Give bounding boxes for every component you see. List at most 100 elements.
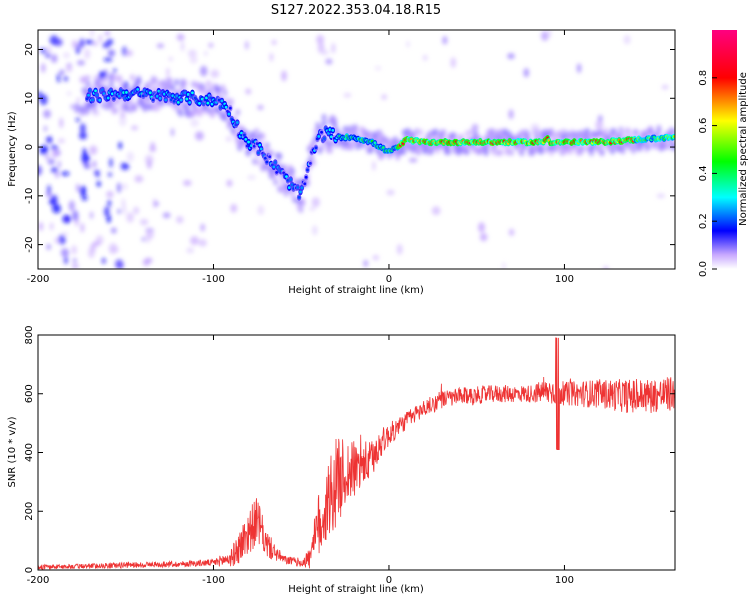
heatmap-cell — [396, 244, 403, 255]
heatmap-cell — [257, 104, 264, 110]
heatmap-cell — [77, 60, 85, 66]
heatmap-cell — [106, 191, 114, 198]
heatmap-cell — [597, 129, 603, 137]
heatmap-cell — [289, 178, 293, 181]
heatmap-cell — [155, 94, 159, 98]
heatmap-cell — [169, 98, 173, 102]
heatmap-cell — [216, 86, 222, 94]
heatmap-cell — [66, 91, 72, 96]
colorbar-tick-label: 0.6 — [698, 118, 709, 134]
heatmap-cell — [308, 206, 316, 211]
heatmap-cell — [158, 96, 162, 100]
x-tick-label: -100 — [202, 274, 225, 285]
heatmap-cell — [259, 147, 263, 151]
snr-panel: -200 -100 0 100 0 200 400 600 800 Height of str… — [7, 325, 676, 595]
heatmap-cell — [235, 108, 241, 116]
colorbar: 0.0 0.2 0.4 0.6 0.8 Normalized spectral ampl… — [698, 30, 749, 277]
heatmap-cell — [199, 65, 208, 77]
heatmap-cell — [327, 146, 333, 154]
heatmap-cell — [72, 258, 77, 263]
heatmap-cell — [195, 131, 204, 141]
heatmap-cell — [121, 183, 128, 190]
heatmap-cell — [308, 161, 312, 165]
heatmap-cell — [153, 77, 159, 85]
heatmap-cell — [43, 109, 51, 119]
heatmap-cell — [572, 131, 578, 139]
heatmap-cell — [185, 97, 189, 101]
heatmap-cell — [72, 210, 79, 222]
heatmap-cell — [116, 262, 124, 269]
spectrogram-frame — [37, 29, 676, 270]
y-tick-label: 600 — [24, 384, 35, 403]
heatmap-cell — [445, 148, 451, 156]
heatmap-cell — [208, 42, 214, 48]
heatmap-cell — [50, 54, 58, 63]
heatmap-cell — [230, 203, 238, 213]
heatmap-cell — [353, 127, 359, 135]
heatmap-cell — [631, 147, 637, 155]
heatmap-cell — [372, 160, 376, 171]
heatmap-cell — [320, 49, 329, 56]
heatmap-cell — [58, 234, 66, 245]
heatmap-cell — [106, 38, 114, 45]
heatmap-cell — [588, 149, 594, 157]
heatmap-cell — [87, 93, 90, 97]
heatmap-cell — [81, 195, 88, 201]
heatmap-cell — [296, 185, 300, 189]
heatmap-cell — [367, 146, 373, 154]
heatmap-cell — [134, 175, 144, 183]
heatmap-cell — [272, 165, 276, 169]
heatmap-cell — [498, 128, 504, 136]
heatmap-cell — [626, 128, 632, 136]
heatmap-cell — [228, 98, 234, 106]
heatmap-cell — [222, 89, 228, 97]
heatmap-cell — [74, 102, 80, 114]
heatmap-cell — [63, 52, 70, 59]
heatmap-cell — [431, 206, 441, 216]
heatmap-cell — [92, 106, 98, 114]
heatmap-cell — [408, 157, 418, 163]
heatmap-cell — [363, 259, 369, 268]
heatmap-cell — [75, 117, 80, 122]
heatmap-cell — [257, 151, 260, 155]
heatmap-cell — [71, 263, 79, 269]
heatmap-cell — [70, 104, 74, 110]
heatmap-cell — [46, 244, 51, 250]
heatmap-cell — [119, 115, 127, 127]
spectrogram-x-label: Height of straight line (km) — [288, 285, 424, 296]
heatmap-cell — [101, 76, 109, 84]
heatmap-cell — [478, 222, 485, 233]
heatmap-cell — [210, 69, 220, 78]
heatmap-cell — [104, 31, 111, 36]
heatmap-cell — [275, 170, 279, 174]
heatmap-cell — [367, 130, 373, 138]
heatmap-cell — [52, 203, 61, 214]
heatmap-cell — [57, 160, 61, 169]
heatmap-cell — [281, 70, 287, 82]
heatmap-cell — [117, 208, 121, 214]
heatmap-cell — [129, 74, 135, 82]
heatmap-cell — [104, 206, 110, 217]
heatmap-cell — [551, 132, 557, 140]
heatmap-cell — [190, 236, 199, 246]
heatmap-cell — [582, 144, 588, 152]
heatmap-cell — [92, 160, 97, 169]
heatmap-cell — [317, 134, 321, 138]
heatmap-cell — [76, 97, 81, 103]
heatmap-cell — [320, 130, 323, 134]
heatmap-cell — [79, 132, 87, 140]
heatmap-cell — [547, 30, 552, 38]
heatmap-cell — [57, 138, 65, 144]
heatmap-cell — [548, 148, 554, 156]
heatmap-cell — [91, 98, 95, 102]
heatmap-cell — [386, 189, 395, 196]
heatmap-cell — [331, 42, 336, 54]
x-tick-label: -200 — [27, 575, 50, 586]
heatmap-cell — [39, 94, 48, 106]
heatmap-cell — [306, 168, 309, 172]
heatmap-cell — [170, 128, 175, 137]
heatmap-cell — [133, 206, 140, 215]
heatmap-cell — [68, 200, 75, 212]
heatmap-cell — [120, 112, 126, 118]
